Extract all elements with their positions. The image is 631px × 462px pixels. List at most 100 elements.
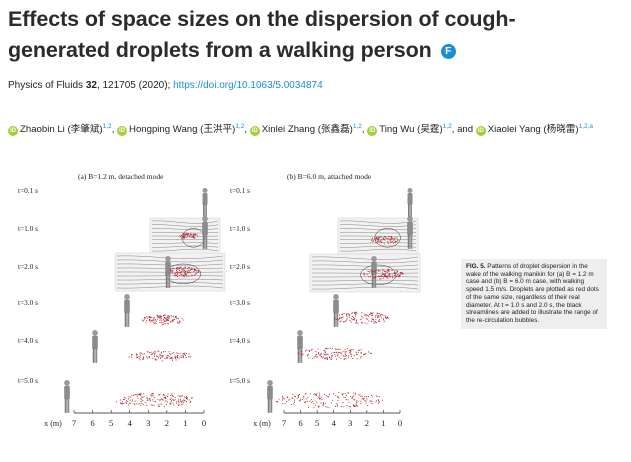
droplet-a-t5 <box>163 394 165 396</box>
droplet-a-t2 <box>198 270 200 273</box>
droplet-b-t3 <box>351 315 353 318</box>
streamline <box>116 278 224 281</box>
doi-link[interactable]: https://doi.org/10.1063/5.0034874 <box>173 80 323 91</box>
droplet-b-t2 <box>377 269 380 271</box>
droplet-b-t4 <box>331 347 333 350</box>
droplet-b-t5 <box>347 399 349 401</box>
droplet-b-t5 <box>371 402 373 404</box>
x-axis-label-b: x (m) <box>253 419 271 428</box>
orcid-icon[interactable]: iD <box>367 126 378 136</box>
droplet-a-t5 <box>137 403 139 405</box>
droplet-a-t4 <box>172 358 174 360</box>
author-affiliation[interactable]: 1,2 <box>442 122 452 130</box>
droplet-a-t2 <box>176 274 178 276</box>
droplet-a-t3 <box>161 320 163 322</box>
orcid-icon[interactable]: iD <box>117 126 128 136</box>
orcid-icon[interactable]: iD <box>249 126 260 136</box>
author-name[interactable]: Xinlei Zhang (张鑫磊) <box>261 124 353 135</box>
droplet-a-t4 <box>143 356 145 358</box>
time-label-b: t=2.0 s <box>230 262 250 271</box>
droplet-b-t5 <box>350 395 352 398</box>
droplet-a-t5 <box>167 395 169 398</box>
droplet-b-t4 <box>352 348 354 351</box>
droplet-b-t4 <box>345 355 347 357</box>
droplet-b-t3 <box>374 321 376 323</box>
droplet-a-t5 <box>140 397 142 399</box>
droplet-b-t4 <box>356 353 358 356</box>
droplet-a-t5 <box>152 392 154 395</box>
author-1[interactable]: iD Hongping Wang (王洪平)1,2 <box>117 122 245 136</box>
droplet-a-t3 <box>143 320 145 322</box>
article-title: Effects of space sizes on the dispersion… <box>8 4 608 66</box>
droplet-b-t3 <box>381 314 383 316</box>
author-name[interactable]: Xiaolei Yang (杨晓雷) <box>487 124 579 135</box>
droplet-a-t1 <box>193 237 195 239</box>
author-name[interactable]: Ting Wu (吴霆) <box>379 124 443 135</box>
droplet-b-t3 <box>383 319 385 321</box>
droplet-b-t2 <box>389 276 391 278</box>
droplet-a-t5 <box>163 406 165 408</box>
droplet-b-t4 <box>334 352 336 354</box>
author-affiliation[interactable]: 1,2 <box>102 122 112 130</box>
orcid-icon[interactable]: iD <box>8 126 18 136</box>
author-name[interactable]: Hongping Wang (王洪平) <box>129 124 236 135</box>
droplet-a-t4 <box>150 353 152 356</box>
droplet-a-t2 <box>178 269 180 272</box>
droplet-a-t2 <box>184 273 186 275</box>
author-2[interactable]: iD Xinlei Zhang (张鑫磊)1,2 <box>249 122 362 136</box>
droplet-b-t5 <box>284 402 286 404</box>
droplet-b-t5 <box>326 406 328 408</box>
author-4[interactable]: iD Xiaolei Yang (杨晓雷)1,2,a <box>475 122 594 136</box>
streamline <box>116 282 224 285</box>
droplet-b-t5 <box>292 403 295 405</box>
droplet-b-t4 <box>340 352 342 354</box>
author-name[interactable]: Zhaobin Li (李肇斌) <box>20 124 103 135</box>
droplet-b-t4 <box>322 356 324 358</box>
droplet-a-t4 <box>142 358 144 360</box>
author-affiliation[interactable]: 1,2 <box>235 122 245 130</box>
droplet-b-t5 <box>371 400 373 402</box>
droplet-b-t2 <box>392 275 394 277</box>
droplet-a-t5 <box>144 402 146 404</box>
droplet-a-t3 <box>156 320 158 322</box>
droplet-a-t3 <box>154 319 156 321</box>
droplet-a-t4 <box>174 356 177 358</box>
orcid-icon[interactable]: iD <box>475 126 486 136</box>
droplet-b-t2 <box>382 277 384 279</box>
author-affiliation[interactable]: 1,2 <box>352 122 362 130</box>
droplet-a-t2 <box>176 272 178 274</box>
droplet-b-t5 <box>311 402 313 404</box>
droplet-a-t1 <box>180 236 182 238</box>
droplet-b-t2 <box>395 272 397 274</box>
droplet-b-t5 <box>342 393 344 395</box>
droplet-a-t2 <box>195 272 197 274</box>
droplet-b-t5 <box>351 396 353 398</box>
droplet-b-t2 <box>375 272 377 274</box>
droplet-b-t2 <box>381 276 383 278</box>
author-affiliation[interactable]: 1,2,a <box>578 122 594 130</box>
droplet-b-t3 <box>342 316 344 318</box>
droplet-a-t4 <box>180 356 182 358</box>
droplet-a-t1 <box>194 234 196 236</box>
droplet-b-t3 <box>371 314 373 316</box>
droplet-b-t3 <box>340 317 342 319</box>
droplet-b-t4 <box>301 354 303 356</box>
author-0[interactable]: iD Zhaobin Li (李肇斌)1,2 <box>8 122 112 136</box>
droplet-b-t5 <box>293 399 295 401</box>
featured-badge-icon[interactable]: F <box>440 44 456 59</box>
droplet-a-t4 <box>177 352 179 355</box>
droplet-b-t5 <box>353 404 355 406</box>
droplet-a-t3 <box>172 321 174 323</box>
droplet-b-t1 <box>392 237 394 240</box>
droplet-a-t5 <box>151 395 153 397</box>
author-3[interactable]: iD Ting Wu (吴霆)1,2 <box>367 122 452 136</box>
droplet-b-t5 <box>304 402 306 404</box>
droplet-b-t3 <box>340 320 342 322</box>
droplet-a-t5 <box>158 405 160 407</box>
droplet-a-t5 <box>182 403 184 405</box>
droplet-b-t2 <box>384 270 386 272</box>
droplet-b-t5 <box>281 395 283 397</box>
droplet-b-t2 <box>371 272 373 274</box>
droplet-b-t1 <box>385 237 387 239</box>
droplet-b-t1 <box>397 240 399 242</box>
